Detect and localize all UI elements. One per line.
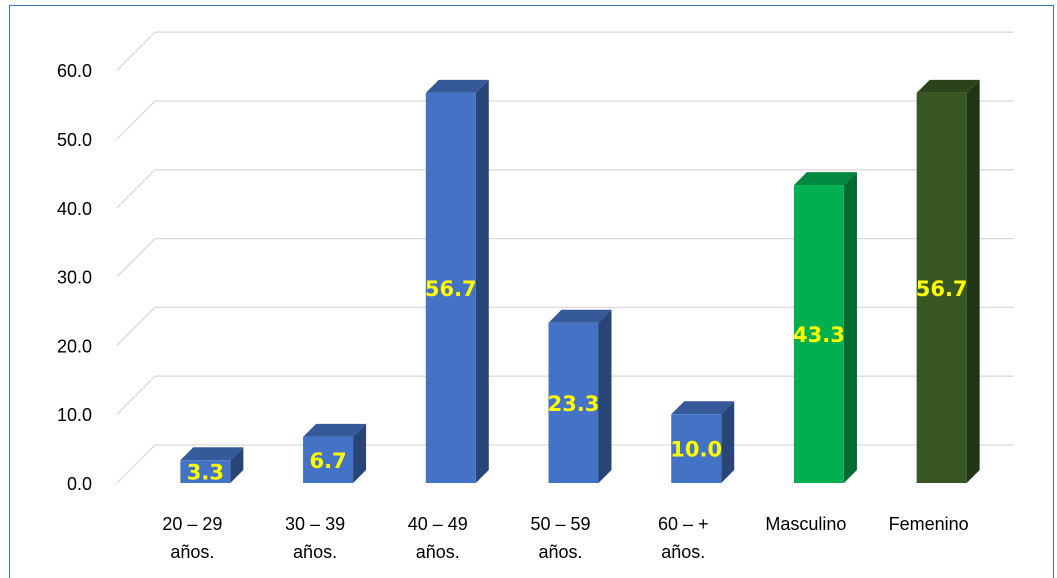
bar-top bbox=[180, 447, 244, 461]
gridline-diagonal bbox=[116, 375, 156, 415]
bar bbox=[425, 79, 489, 484]
bar bbox=[303, 423, 367, 483]
data-label: 10.0 bbox=[670, 438, 722, 462]
bar-front bbox=[793, 185, 844, 483]
bar-side bbox=[843, 172, 857, 483]
bar bbox=[548, 309, 612, 483]
gridline-diagonal bbox=[116, 444, 156, 484]
y-tick-label: 20.0 bbox=[57, 336, 92, 356]
x-axis: 20 – 29 años. 30 – 39 años. 40 – 49 años. 50 –… bbox=[162, 514, 968, 562]
gridline-diagonal bbox=[116, 169, 156, 209]
bar-front bbox=[548, 322, 599, 483]
gridline-diagonal bbox=[116, 238, 156, 278]
bar-front bbox=[303, 436, 354, 483]
x-tick-label: 30 – 39 años. bbox=[285, 514, 345, 562]
bar-top bbox=[671, 401, 735, 415]
bar bbox=[180, 447, 244, 483]
bar bbox=[916, 79, 980, 484]
y-tick-label: 30.0 bbox=[57, 268, 92, 288]
x-tick-label: Femenino bbox=[889, 514, 969, 534]
bar-side bbox=[966, 79, 980, 484]
x-tick-label: 60 – + años. bbox=[658, 514, 709, 562]
bar-front bbox=[916, 92, 967, 484]
data-label: 3.3 bbox=[187, 461, 224, 485]
bar-side bbox=[721, 401, 735, 483]
data-label: 6.7 bbox=[309, 449, 346, 473]
gridline-diagonal bbox=[116, 100, 156, 140]
bar-front bbox=[671, 414, 722, 483]
bar-side bbox=[598, 309, 612, 483]
bar-side bbox=[475, 79, 489, 484]
gridline-diagonal bbox=[116, 306, 156, 346]
data-label: 23.3 bbox=[548, 392, 600, 416]
bar-top bbox=[425, 79, 489, 93]
x-tick-label: 50 – 59 años. bbox=[530, 514, 590, 562]
y-tick-label: 10.0 bbox=[57, 405, 92, 425]
data-label: 56.7 bbox=[425, 277, 477, 301]
x-tick-label: 40 – 49 años. bbox=[408, 514, 468, 562]
bars: 3.3 6.7 56.7 23.3 10.0 43.3 56.7 bbox=[180, 79, 980, 485]
y-tick-label: 40.0 bbox=[57, 199, 92, 219]
bar-top bbox=[916, 79, 980, 93]
bar bbox=[793, 172, 857, 483]
x-tick-label: Masculino bbox=[765, 514, 846, 534]
bar-side bbox=[353, 423, 367, 483]
y-tick-label: 50.0 bbox=[57, 130, 92, 150]
y-tick-label: 0.0 bbox=[67, 474, 92, 494]
bar bbox=[671, 401, 735, 483]
gridline-diagonal bbox=[116, 31, 156, 71]
x-tick-label: 20 – 29 años. bbox=[162, 514, 222, 562]
y-axis: 0.0 10.0 20.0 30.0 40.0 50.0 60.0 bbox=[57, 61, 92, 494]
bar-top bbox=[548, 309, 612, 323]
bar-side bbox=[230, 447, 244, 483]
data-label: 43.3 bbox=[793, 323, 845, 347]
data-label: 56.7 bbox=[916, 277, 968, 301]
bar-top bbox=[303, 423, 367, 437]
y-tick-label: 60.0 bbox=[57, 61, 92, 81]
bar-front bbox=[425, 92, 476, 484]
bar-front bbox=[180, 460, 231, 483]
bar-top bbox=[793, 172, 857, 186]
